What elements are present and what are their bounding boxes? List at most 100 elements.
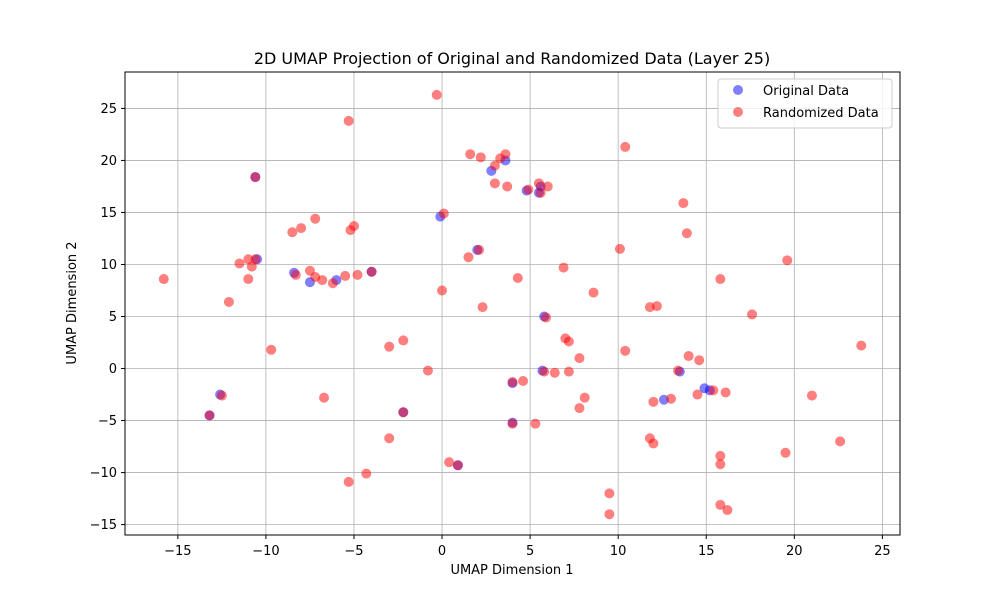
legend-box	[717, 78, 893, 129]
scatter-point	[343, 115, 354, 126]
scatter-point	[542, 181, 553, 192]
legend: Original Data Randomized Data	[717, 78, 893, 129]
scatter-point	[250, 254, 261, 265]
scatter-point	[431, 89, 442, 100]
y-tick-label: 5	[109, 310, 117, 325]
data-points	[158, 89, 867, 520]
scatter-point	[518, 376, 529, 387]
scatter-point	[158, 274, 169, 285]
x-tick-label: 25	[874, 544, 891, 559]
y-tick-label: 10	[100, 258, 117, 273]
scatter-point	[422, 365, 433, 376]
legend-marker-original	[733, 85, 743, 95]
x-tick-label: 0	[438, 544, 446, 559]
scatter-point	[604, 509, 615, 520]
y-tick-label: 25	[100, 102, 117, 117]
x-tick-label: −5	[344, 544, 363, 559]
scatter-point	[384, 341, 395, 352]
scatter-point	[500, 149, 511, 160]
chart-title: 2D UMAP Projection of Original and Rando…	[254, 49, 770, 68]
scatter-point	[398, 407, 409, 418]
scatter-point	[715, 459, 726, 470]
scatter-point	[579, 392, 590, 403]
x-tick-label: 10	[610, 544, 627, 559]
scatter-point	[512, 273, 523, 284]
plot-frame	[124, 71, 901, 536]
scatter-point	[523, 184, 534, 195]
scatter-point	[452, 460, 463, 471]
scatter-point	[539, 366, 550, 377]
scatter-point	[648, 438, 659, 449]
scatter-point	[317, 275, 328, 286]
scatter-point	[782, 255, 793, 266]
scatter-point	[475, 152, 486, 163]
x-tick-label: 5	[526, 544, 534, 559]
scatter-point	[502, 181, 513, 192]
scatter-point	[574, 353, 585, 364]
scatter-point	[666, 393, 677, 404]
scatter-point	[223, 296, 234, 307]
scatter-point	[340, 270, 351, 281]
scatter-point	[250, 172, 261, 183]
scatter-point	[290, 269, 301, 280]
legend-marker-randomized	[733, 107, 743, 117]
scatter-point	[722, 505, 733, 516]
scatter-point	[327, 278, 338, 289]
scatter-point	[535, 187, 546, 198]
y-tick-label: 0	[109, 362, 117, 377]
series-randomized	[158, 89, 867, 520]
scatter-point	[287, 227, 298, 238]
x-tick-label: −10	[252, 544, 279, 559]
scatter-point	[489, 178, 500, 189]
scatter-point	[604, 488, 615, 499]
x-tick-label: 15	[698, 544, 715, 559]
scatter-point	[530, 418, 541, 429]
x-tick-label: 20	[786, 544, 803, 559]
scatter-point	[204, 410, 215, 421]
scatter-point	[780, 447, 791, 458]
x-tick-label: −15	[164, 544, 191, 559]
y-tick-label: −15	[90, 518, 117, 533]
scatter-point	[507, 418, 518, 429]
scatter-point	[489, 160, 500, 171]
scatter-point	[673, 365, 684, 376]
scatter-point	[708, 385, 719, 396]
scatter-point	[747, 309, 758, 320]
scatter-point	[437, 285, 448, 296]
scatter-point	[310, 213, 321, 224]
scatter-point	[444, 457, 455, 468]
scatter-point	[361, 468, 372, 479]
scatter-point	[560, 333, 571, 344]
y-axis-label: UMAP Dimension 2	[65, 241, 80, 364]
scatter-point	[384, 433, 395, 444]
scatter-point	[692, 389, 703, 400]
grid	[125, 72, 900, 535]
scatter-point	[856, 340, 867, 351]
scatter-point	[533, 178, 544, 189]
scatter-point	[474, 244, 485, 255]
scatter-point	[345, 225, 356, 236]
scatter-point	[681, 228, 692, 239]
scatter-point	[683, 351, 694, 362]
y-tick-label: 20	[100, 154, 117, 169]
scatter-point	[648, 396, 659, 407]
scatter-point	[477, 302, 488, 313]
legend-label-original: Original Data	[763, 84, 849, 99]
scatter-point	[694, 355, 705, 366]
y-tick-label: 15	[100, 206, 117, 221]
legend-label-randomized: Randomized Data	[763, 106, 879, 121]
scatter-point	[438, 208, 449, 219]
scatter-point	[319, 392, 330, 403]
scatter-point	[296, 223, 307, 234]
scatter-point	[620, 345, 631, 356]
scatter-point	[507, 377, 518, 388]
scatter-point	[620, 141, 631, 152]
scatter-point	[651, 301, 662, 312]
x-axis-label: UMAP Dimension 1	[450, 563, 573, 578]
scatter-point	[465, 149, 476, 160]
scatter-point	[678, 198, 689, 209]
scatter-point	[563, 366, 574, 377]
y-tick-label: −5	[98, 414, 117, 429]
scatter-point	[558, 262, 569, 273]
